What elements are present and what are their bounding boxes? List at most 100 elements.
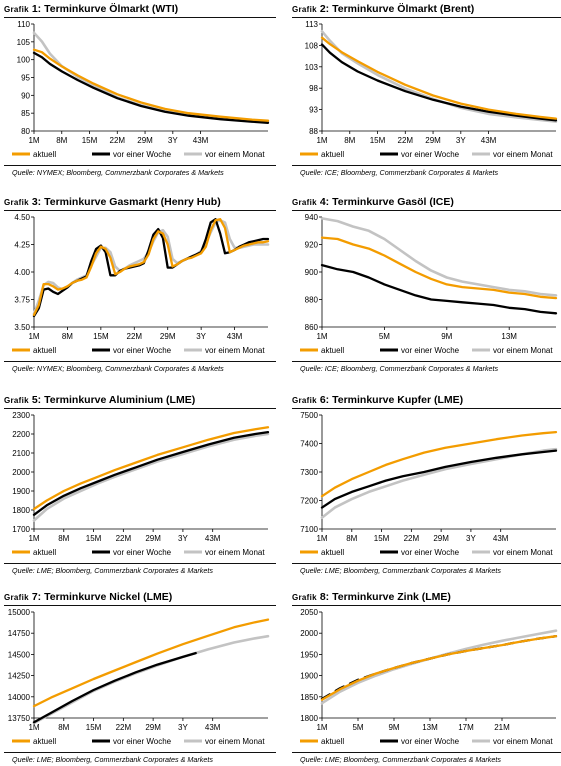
chart-panel-1: Grafik 1: Terminkurve Ölmarkt (WTI) 80 85… (4, 2, 276, 177)
chart-title-prefix: Grafik (292, 593, 317, 602)
chart-title-number: 2: (319, 3, 330, 15)
x-tick-label: 3Y (456, 136, 466, 145)
chart-title-text: Terminkurve Ölmarkt (WTI) (44, 3, 179, 15)
series-line-vor-einer-woche (32, 651, 197, 724)
legend-vor-einer-woche-label: vor einer Woche (401, 737, 460, 746)
y-tick-label: 14000 (8, 693, 31, 702)
x-tick-label: 13M (422, 723, 438, 732)
legend-vor-einer-woche-label: vor einer Woche (401, 346, 460, 355)
title-rule (292, 605, 561, 606)
legend-vor-einem-monat-label: vor einem Monat (493, 150, 553, 159)
legend-vor-einer-woche-label: vor einer Woche (113, 346, 172, 355)
footer-rule (292, 563, 561, 564)
y-tick-label: 98 (309, 84, 318, 93)
x-tick-label: 3Y (178, 723, 188, 732)
x-tick-label: 43M (481, 136, 497, 145)
x-tick-label: 29M (425, 136, 441, 145)
x-tick-label: 15M (93, 332, 109, 341)
chart-plot: 860 880 900 920 940 1M 5M 9M 13M aktuell vor einer… (300, 213, 558, 355)
legend-aktuell-label: aktuell (321, 548, 344, 557)
title-rule (4, 210, 276, 211)
y-tick-label: 113 (305, 20, 318, 29)
chart-source: Quelle: LME; Bloomberg, Commerzbank Corp… (12, 755, 213, 764)
chart-title-number: 8: (319, 591, 330, 603)
y-tick-label: 108 (305, 41, 319, 50)
footer-rule (292, 361, 561, 362)
y-tick-label: 80 (21, 127, 30, 136)
y-tick-label: 103 (305, 63, 319, 72)
chart-title-number: 5: (31, 394, 42, 406)
x-tick-label: 3Y (466, 534, 476, 543)
footer-rule (292, 752, 561, 753)
title-rule (292, 408, 561, 409)
y-tick-label: 93 (309, 106, 318, 115)
chart-title-text: Terminkurve Gasöl (ICE) (332, 196, 454, 208)
x-tick-label: 1M (316, 534, 327, 543)
legend-vor-einer-woche-label: vor einer Woche (401, 150, 460, 159)
chart-source: Quelle: NYMEX; Bloomberg, Commerzbank Co… (12, 168, 224, 177)
series-line-aktuell (32, 48, 270, 122)
legend-vor-einer-woche-label: vor einer Woche (401, 548, 460, 557)
x-tick-label: 1M (28, 332, 39, 341)
series-line-vor-einem-monat (320, 217, 558, 297)
y-tick-label: 4.50 (14, 213, 30, 222)
x-tick-label: 43M (205, 723, 221, 732)
chart-panel-7: Grafik 7: Terminkurve Nickel (LME) 13750… (4, 590, 276, 764)
x-tick-label: 9M (388, 723, 399, 732)
x-tick-label: 43M (193, 136, 209, 145)
x-tick-label: 22M (110, 136, 126, 145)
y-tick-label: 900 (305, 268, 319, 277)
chart-source: Quelle: ICE; Bloomberg, Commerzbank Corp… (300, 168, 499, 177)
y-tick-label: 100 (17, 56, 31, 65)
chart-plot: 88 93 98 103 108 113 1M 8M 15M 22M 29M 3Y 43M aktuell… (300, 20, 558, 159)
x-tick-label: 1M (316, 136, 327, 145)
y-tick-label: 2000 (300, 629, 318, 638)
x-tick-label: 22M (127, 332, 143, 341)
chart-source: Quelle: NYMEX; Bloomberg, Commerzbank Co… (12, 364, 224, 373)
legend-vor-einem-monat-label: vor einem Monat (493, 548, 553, 557)
y-tick-label: 90 (21, 91, 30, 100)
x-tick-label: 17M (458, 723, 474, 732)
legend-aktuell-label: aktuell (33, 737, 56, 746)
y-tick-label: 1700 (12, 525, 30, 534)
series-line-aktuell (32, 218, 270, 317)
x-tick-label: 1M (316, 723, 327, 732)
chart-title-prefix: Grafik (4, 396, 29, 405)
x-tick-label: 8M (62, 332, 73, 341)
series-line-aktuell (320, 635, 558, 701)
legend-vor-einem-monat-label: vor einem Monat (205, 737, 265, 746)
y-tick-label: 4.00 (14, 268, 30, 277)
series-line-aktuell (32, 426, 270, 511)
series-line-vor-einer-woche (32, 430, 270, 516)
y-tick-label: 2300 (12, 411, 30, 420)
chart-source: Quelle: LME; Bloomberg, Commerzbank Corp… (300, 566, 501, 575)
chart-title-number: 4: (319, 196, 330, 208)
chart-title-prefix: Grafik (292, 396, 317, 405)
x-tick-label: 22M (404, 534, 420, 543)
x-tick-label: 8M (56, 136, 67, 145)
y-tick-label: 7200 (300, 497, 318, 506)
x-tick-label: 29M (145, 534, 161, 543)
y-tick-label: 7500 (300, 411, 318, 420)
chart-title-text: Terminkurve Zink (LME) (332, 591, 451, 603)
y-tick-label: 920 (305, 241, 319, 250)
y-tick-label: 940 (305, 213, 319, 222)
x-tick-label: 3Y (178, 534, 188, 543)
chart-title-text: Terminkurve Aluminium (LME) (44, 394, 196, 406)
chart-panel-6: Grafik 6: Terminkurve Kupfer (LME) 7100 7… (292, 393, 561, 575)
y-tick-label: 3.75 (14, 296, 30, 305)
y-tick-label: 95 (21, 74, 30, 83)
chart-title-text: Terminkurve Nickel (LME) (44, 591, 173, 603)
title-rule (292, 17, 561, 18)
footer-rule (292, 165, 561, 166)
legend-vor-einem-monat-label: vor einem Monat (205, 346, 265, 355)
title-rule (4, 408, 276, 409)
chart-panel-2: Grafik 2: Terminkurve Ölmarkt (Brent) 88… (292, 2, 561, 177)
series-line-vor-einer-woche (32, 218, 270, 318)
y-tick-label: 13750 (8, 714, 31, 723)
x-tick-label: 1M (28, 534, 39, 543)
y-tick-label: 1850 (300, 693, 318, 702)
series-line-vor-einem-monat (32, 219, 270, 316)
chart-title: Grafik 4: Terminkurve Gasöl (ICE) (292, 195, 561, 209)
series-line-aktuell (320, 430, 558, 498)
